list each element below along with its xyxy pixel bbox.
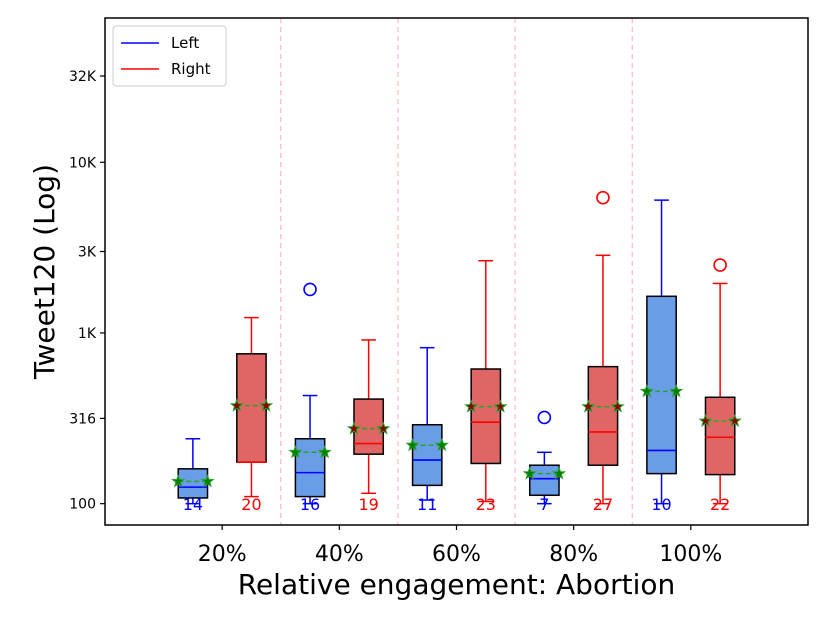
iqr-box	[177, 468, 209, 499]
count-label-left: 16	[300, 495, 320, 514]
mean-marker	[405, 437, 420, 452]
mean-marker	[346, 421, 362, 435]
count-label-right: 27	[593, 495, 613, 514]
iqr-box	[236, 353, 267, 463]
box-right	[346, 339, 391, 495]
y-tick-label: 100	[69, 497, 96, 513]
y-tick-label: 32K	[69, 69, 97, 85]
mean-marker	[493, 399, 508, 413]
y-tick-label: 3K	[78, 245, 97, 261]
count-label-left: 7	[539, 495, 549, 514]
iqr-box	[411, 423, 443, 487]
mean-marker	[522, 466, 537, 480]
legend-label-right: Right	[171, 60, 211, 78]
legend-box	[112, 25, 227, 87]
iqr-box	[294, 438, 326, 498]
mean-marker	[171, 473, 186, 488]
plot-frame	[104, 17, 809, 526]
mean-marker	[434, 437, 449, 452]
box-right	[698, 258, 742, 505]
mean-marker	[669, 383, 684, 398]
box-right	[464, 259, 508, 503]
y-tick-label: 316	[69, 411, 96, 427]
mean-marker	[200, 473, 215, 488]
box-left	[405, 346, 449, 501]
count-label-right: 20	[241, 495, 261, 514]
box-series	[171, 190, 742, 505]
x-tick-label: 100%	[659, 542, 722, 567]
count-label-left: 14	[183, 495, 203, 514]
mean-marker	[464, 399, 479, 413]
outlier-point	[303, 282, 317, 297]
box-left	[522, 410, 567, 505]
count-label-left: 10	[651, 495, 671, 514]
x-tick-label: 80%	[549, 542, 598, 567]
y-axis: 100 316 1K 3K 10K 32K	[69, 69, 105, 513]
iqr-box	[646, 295, 677, 475]
mean-marker	[610, 399, 625, 413]
mean-marker	[229, 398, 244, 412]
mean-marker	[376, 421, 391, 435]
x-tick-label: 20%	[198, 542, 247, 567]
iqr-box	[470, 368, 502, 465]
outlier-point	[537, 410, 552, 425]
mean-marker	[581, 399, 596, 413]
x-axis-title: Relative engagement: Abortion	[238, 568, 676, 601]
mean-marker	[727, 413, 742, 428]
box-left	[288, 282, 332, 505]
count-label-right: 23	[476, 495, 496, 514]
box-right	[581, 190, 625, 505]
count-label-left: 11	[417, 495, 437, 514]
count-label-right: 19	[358, 495, 378, 514]
x-axis: 20% 40% 60% 80% 100%	[198, 525, 722, 567]
x-tick-label: 60%	[432, 542, 481, 567]
legend-label-left: Left	[171, 34, 199, 52]
count-label-right: 22	[710, 495, 730, 514]
mean-marker	[259, 398, 274, 412]
mean-marker	[551, 466, 567, 480]
iqr-box	[528, 464, 560, 497]
legend: Left Right	[112, 25, 227, 87]
y-axis-title: Tweet120 (Log)	[28, 164, 61, 380]
separators	[280, 18, 633, 525]
box-left	[639, 199, 684, 505]
mean-marker	[639, 383, 654, 398]
count-labels: 14 16 11 7 10 20 19 23 27 22	[183, 495, 731, 514]
mean-marker	[317, 444, 332, 459]
box-right	[229, 316, 274, 498]
x-tick-label: 40%	[315, 542, 364, 567]
iqr-box	[587, 365, 619, 466]
mean-marker	[288, 444, 303, 459]
mean-marker	[698, 413, 713, 428]
y-tick-label: 10K	[69, 155, 97, 171]
iqr-box	[704, 396, 736, 476]
outlier-point	[596, 190, 610, 205]
outlier-point	[713, 258, 727, 272]
box-left	[171, 438, 215, 505]
y-tick-label: 1K	[78, 326, 97, 342]
